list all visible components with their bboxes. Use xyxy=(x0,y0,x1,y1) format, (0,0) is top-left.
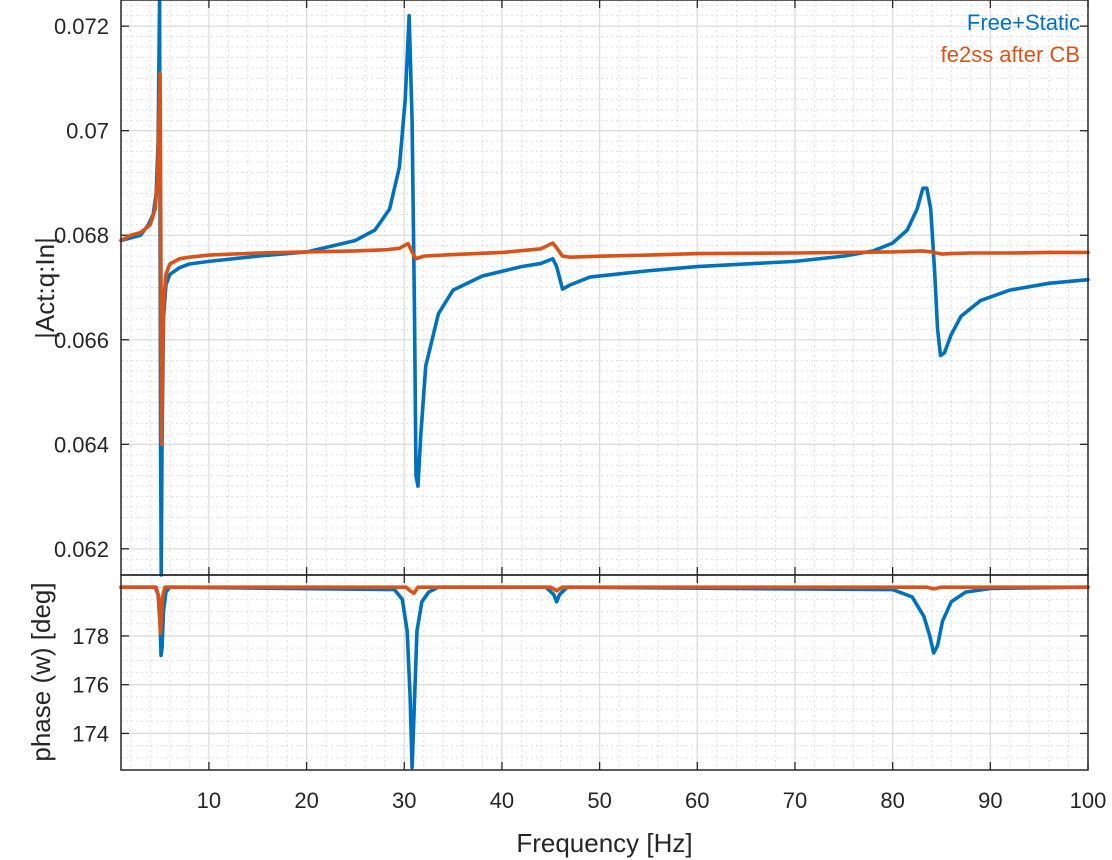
x-tick-label: 90 xyxy=(978,788,1002,813)
y-tick-label: 0.062 xyxy=(54,537,109,562)
y-tick-label: 0.064 xyxy=(54,432,109,457)
phase-series xyxy=(119,585,1090,770)
magnitude-y-axis-label: |Act:q:In| xyxy=(30,237,60,339)
phase-y-axis-label: phase (w) [deg] xyxy=(26,582,56,761)
phase-axes-box xyxy=(120,574,1089,771)
x-tick-label: 60 xyxy=(685,788,709,813)
x-tick-label: 50 xyxy=(587,788,611,813)
y-tick-label: 0.068 xyxy=(54,223,109,248)
y-tick-label: 176 xyxy=(72,673,109,698)
y-tick-label: 0.07 xyxy=(66,119,109,144)
magnitude-series xyxy=(119,0,1090,577)
phase-panel: 174 176 178 10 20 30 40 50 60 70 80 90 100 phase (w)… xyxy=(26,574,1106,858)
x-tick-label: 100 xyxy=(1070,788,1107,813)
y-tick-label: 0.072 xyxy=(54,14,109,39)
magnitude-grid xyxy=(121,0,1088,575)
x-tick-label: 10 xyxy=(197,788,221,813)
phase-ticks: 174 176 178 10 20 30 40 50 60 70 80 90 100 xyxy=(72,575,1106,813)
series-line-fe2ss-after-cb xyxy=(119,71,1090,447)
y-tick-label: 174 xyxy=(72,721,109,746)
x-tick-label: 80 xyxy=(880,788,904,813)
legend-entry-free-static: Free+Static xyxy=(967,10,1080,35)
y-tick-label: 178 xyxy=(72,624,109,649)
legend-entry-fe2ss-after-cb: fe2ss after CB xyxy=(941,42,1080,67)
x-tick-label: 40 xyxy=(490,788,514,813)
magnitude-panel: 0.062 0.064 0.066 0.068 0.07 0.072 |Act:q:In|… xyxy=(30,0,1090,577)
x-tick-label: 30 xyxy=(392,788,416,813)
x-tick-label: 20 xyxy=(294,788,318,813)
series-line-fe2ss-after-cb xyxy=(119,585,1090,636)
frequency-x-axis-label: Frequency [Hz] xyxy=(516,828,692,858)
magnitude-ticks: 0.062 0.064 0.066 0.068 0.07 0.072 xyxy=(54,0,1089,575)
phase-grid xyxy=(121,575,1088,770)
series-line-free-static xyxy=(119,585,1090,770)
legend: Free+Static fe2ss after CB xyxy=(941,10,1080,67)
y-tick-label: 0.066 xyxy=(54,328,109,353)
x-tick-label: 70 xyxy=(783,788,807,813)
